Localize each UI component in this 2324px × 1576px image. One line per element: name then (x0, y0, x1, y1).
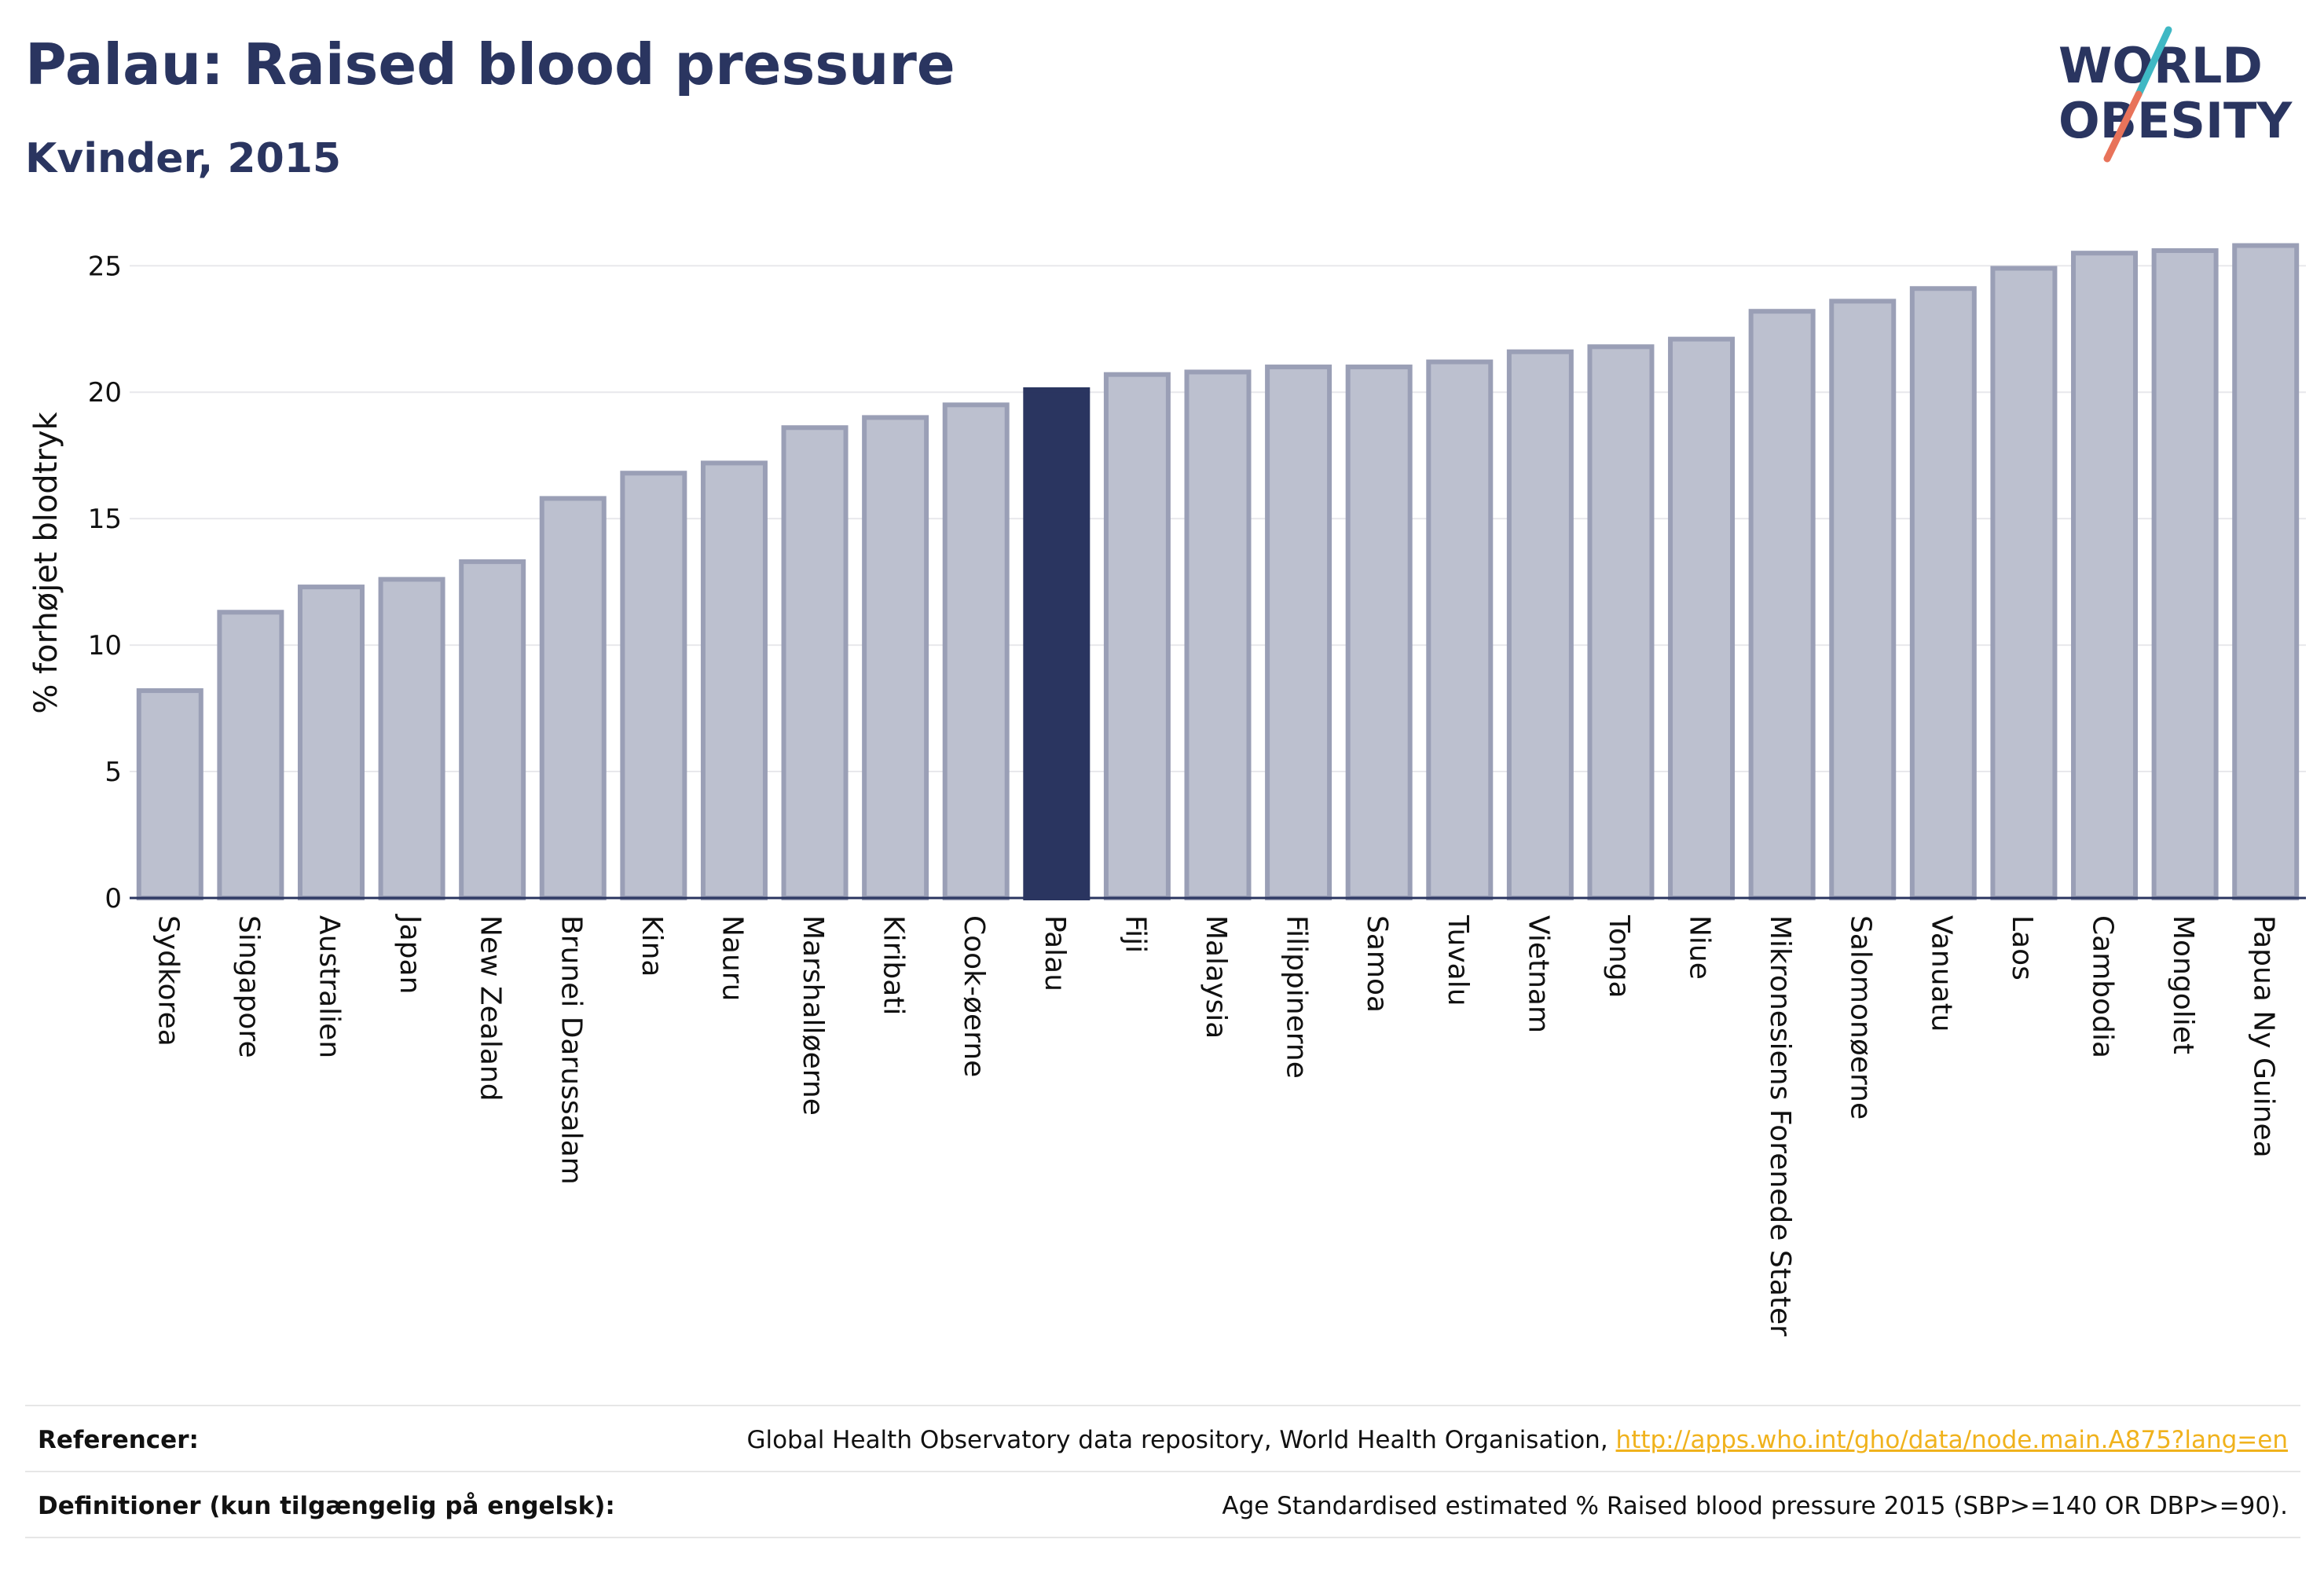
footer-rule-top (25, 1405, 2300, 1406)
x-axis-labels: Sydkorea Singapore Australien Japan New Zeal… (152, 914, 2279, 1336)
x-tick-label: Niue (1684, 915, 1716, 980)
bar-cook-øerne (942, 402, 1010, 900)
bar-vietnam (1506, 349, 1574, 900)
x-tick-label: Samoa (1361, 915, 1393, 1013)
x-tick-label: Japan (394, 914, 426, 994)
x-tick-label: Malaysia (1200, 915, 1232, 1039)
bar-palau (1023, 387, 1091, 900)
bar-tuvalu (1426, 359, 1494, 901)
x-tick-label: Sydkorea (152, 915, 184, 1046)
x-tick-label: New Zealand (475, 915, 507, 1101)
bar-niue (1668, 336, 1736, 900)
bar-salomonøerne (1829, 299, 1897, 900)
x-tick-label: Tonga (1603, 914, 1635, 999)
bar-laos (1990, 266, 2058, 900)
x-tick-label: Vietnam (1522, 915, 1554, 1033)
bars (136, 243, 2300, 901)
references-link[interactable]: http://apps.who.int/gho/data/node.main.A… (1615, 1426, 2288, 1454)
bar-australien (297, 585, 365, 900)
logo-slash-bottom (2103, 90, 2143, 163)
bar-tonga (1587, 344, 1655, 900)
bar-singapore (217, 610, 284, 901)
x-tick-label: Laos (2006, 915, 2038, 980)
x-tick-label: Fiji (1119, 915, 1151, 953)
references-text: Global Health Observatory data repositor… (746, 1426, 1616, 1454)
bar-vanuatu (1909, 286, 1977, 901)
x-tick-label: Nauru (716, 915, 748, 1001)
bar-kiribati (862, 415, 929, 900)
x-tick-label: Mikronesiens Forenede Stater (1764, 915, 1796, 1336)
chart-title: Palau: Raised blood pressure (25, 31, 955, 97)
y-axis-label: % forhøjet blodtryk (28, 412, 64, 714)
x-tick-label: Mongoliet (2167, 915, 2199, 1054)
bar-cambodia (2071, 251, 2139, 901)
footer-rule-bottom (25, 1537, 2300, 1538)
x-tick-label: Tuvalu (1442, 914, 1474, 1006)
logo-slash-top (2135, 26, 2172, 98)
y-tick-label: 20 (88, 377, 122, 409)
footer-rule-middle (25, 1471, 2300, 1472)
definitions-row: Definitioner (kun tilgængelig på engelsk… (25, 1474, 2300, 1538)
definitions-value: Age Standardised estimated % Raised bloo… (1222, 1492, 2288, 1520)
x-tick-label: Filippinerne (1281, 915, 1313, 1079)
references-row: Referencer: Global Health Observatory da… (25, 1408, 2300, 1472)
references-label: Referencer: (38, 1426, 199, 1454)
world-obesity-logo: WORLD OBESITY (2058, 26, 2293, 163)
x-tick-label: Kiribati (878, 915, 910, 1015)
x-tick-label: Australien (313, 915, 345, 1058)
x-tick-label: Kina (636, 915, 668, 977)
logo-line-2: OBESITY (2058, 92, 2293, 149)
y-tick-label: 0 (104, 883, 122, 914)
x-tick-label: Cook-øerne (958, 915, 990, 1077)
bar-filippinerne (1265, 365, 1332, 901)
y-tick-label: 10 (88, 630, 122, 662)
x-tick-label: Palau (1039, 915, 1071, 991)
x-tick-label: Singapore (233, 915, 265, 1058)
y-tick-label: 5 (104, 757, 122, 788)
bar-mikronesiens-forenede-stater (1748, 309, 1816, 900)
bar-new-zealand (459, 559, 526, 900)
bar-kina (620, 471, 687, 900)
bar-japan (378, 577, 445, 901)
bar-chart: 0 5 10 15 20 25 Sydkorea Singapore Australien Ja… (28, 243, 2306, 1336)
x-tick-label: Cambodia (2087, 915, 2119, 1058)
bar-marshalløerne (781, 425, 849, 900)
x-tick-label: Marshalløerne (797, 915, 829, 1116)
y-tick-label: 15 (88, 504, 122, 535)
chart-subtitle: Kvinder, 2015 (25, 135, 342, 182)
bar-fiji (1103, 372, 1171, 900)
x-tick-label: Brunei Darussalam (555, 915, 587, 1185)
bar-papua-ny-guinea (2232, 243, 2300, 900)
x-tick-label: Salomonøerne (1845, 915, 1877, 1120)
x-tick-label: Vanuatu (1925, 915, 1957, 1032)
bar-sydkorea (136, 688, 203, 901)
bar-malaysia (1184, 369, 1252, 900)
y-tick-label: 25 (88, 251, 122, 282)
bar-mongoliet (2151, 247, 2219, 901)
references-value: Global Health Observatory data repositor… (746, 1426, 2300, 1454)
bar-samoa (1345, 365, 1413, 901)
x-tick-label: Papua Ny Guinea (2248, 915, 2280, 1158)
bar-brunei-darussalam (539, 496, 607, 901)
y-axis-ticks: 0 5 10 15 20 25 (88, 251, 122, 914)
bar-nauru (700, 460, 768, 900)
definitions-label: Definitioner (kun tilgængelig på engelsk… (38, 1492, 615, 1520)
